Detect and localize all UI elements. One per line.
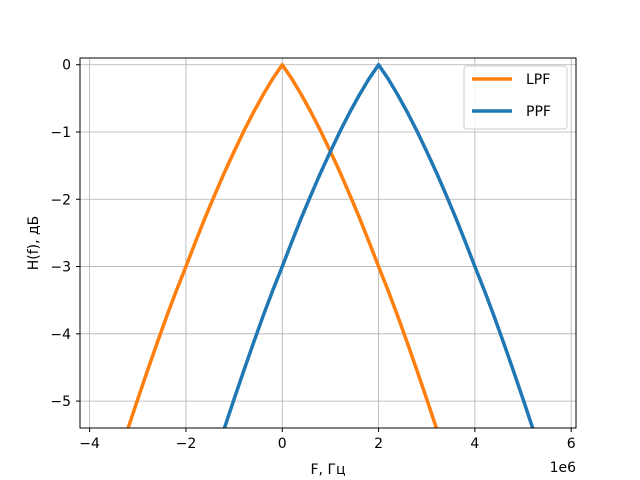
legend: LPF PPF <box>463 65 568 130</box>
series-line-ppf <box>222 62 535 428</box>
legend-label-lpf: LPF <box>526 72 550 88</box>
legend-box <box>463 65 568 130</box>
y-tick-label: −4 <box>50 327 71 343</box>
x-tick-label: 0 <box>278 436 287 452</box>
x-tick-label: −4 <box>79 436 100 452</box>
x-tick-label: 2 <box>374 436 383 452</box>
x-offset-label: 1e6 <box>550 460 577 476</box>
x-tick-label: 4 <box>470 436 479 452</box>
y-tick-label: −5 <box>50 394 71 410</box>
x-tick-label: −2 <box>176 436 197 452</box>
y-tick-label: −2 <box>50 192 71 208</box>
y-tick-label: −1 <box>50 125 71 141</box>
x-axis-label: F, Гц <box>310 462 345 478</box>
ticks: −4 −2 0 2 4 6 0 −1 −2 −3 −4 −5 <box>50 58 575 452</box>
plot-frame <box>79 57 577 429</box>
series-layer <box>126 62 535 428</box>
y-tick-label: −3 <box>50 260 71 276</box>
y-tick-label: 0 <box>62 58 71 74</box>
series-line-lpf <box>126 62 439 428</box>
x-tick-label: 6 <box>567 436 576 452</box>
y-axis-label: H(f), дБ <box>26 216 42 271</box>
legend-label-ppf: PPF <box>526 104 551 120</box>
